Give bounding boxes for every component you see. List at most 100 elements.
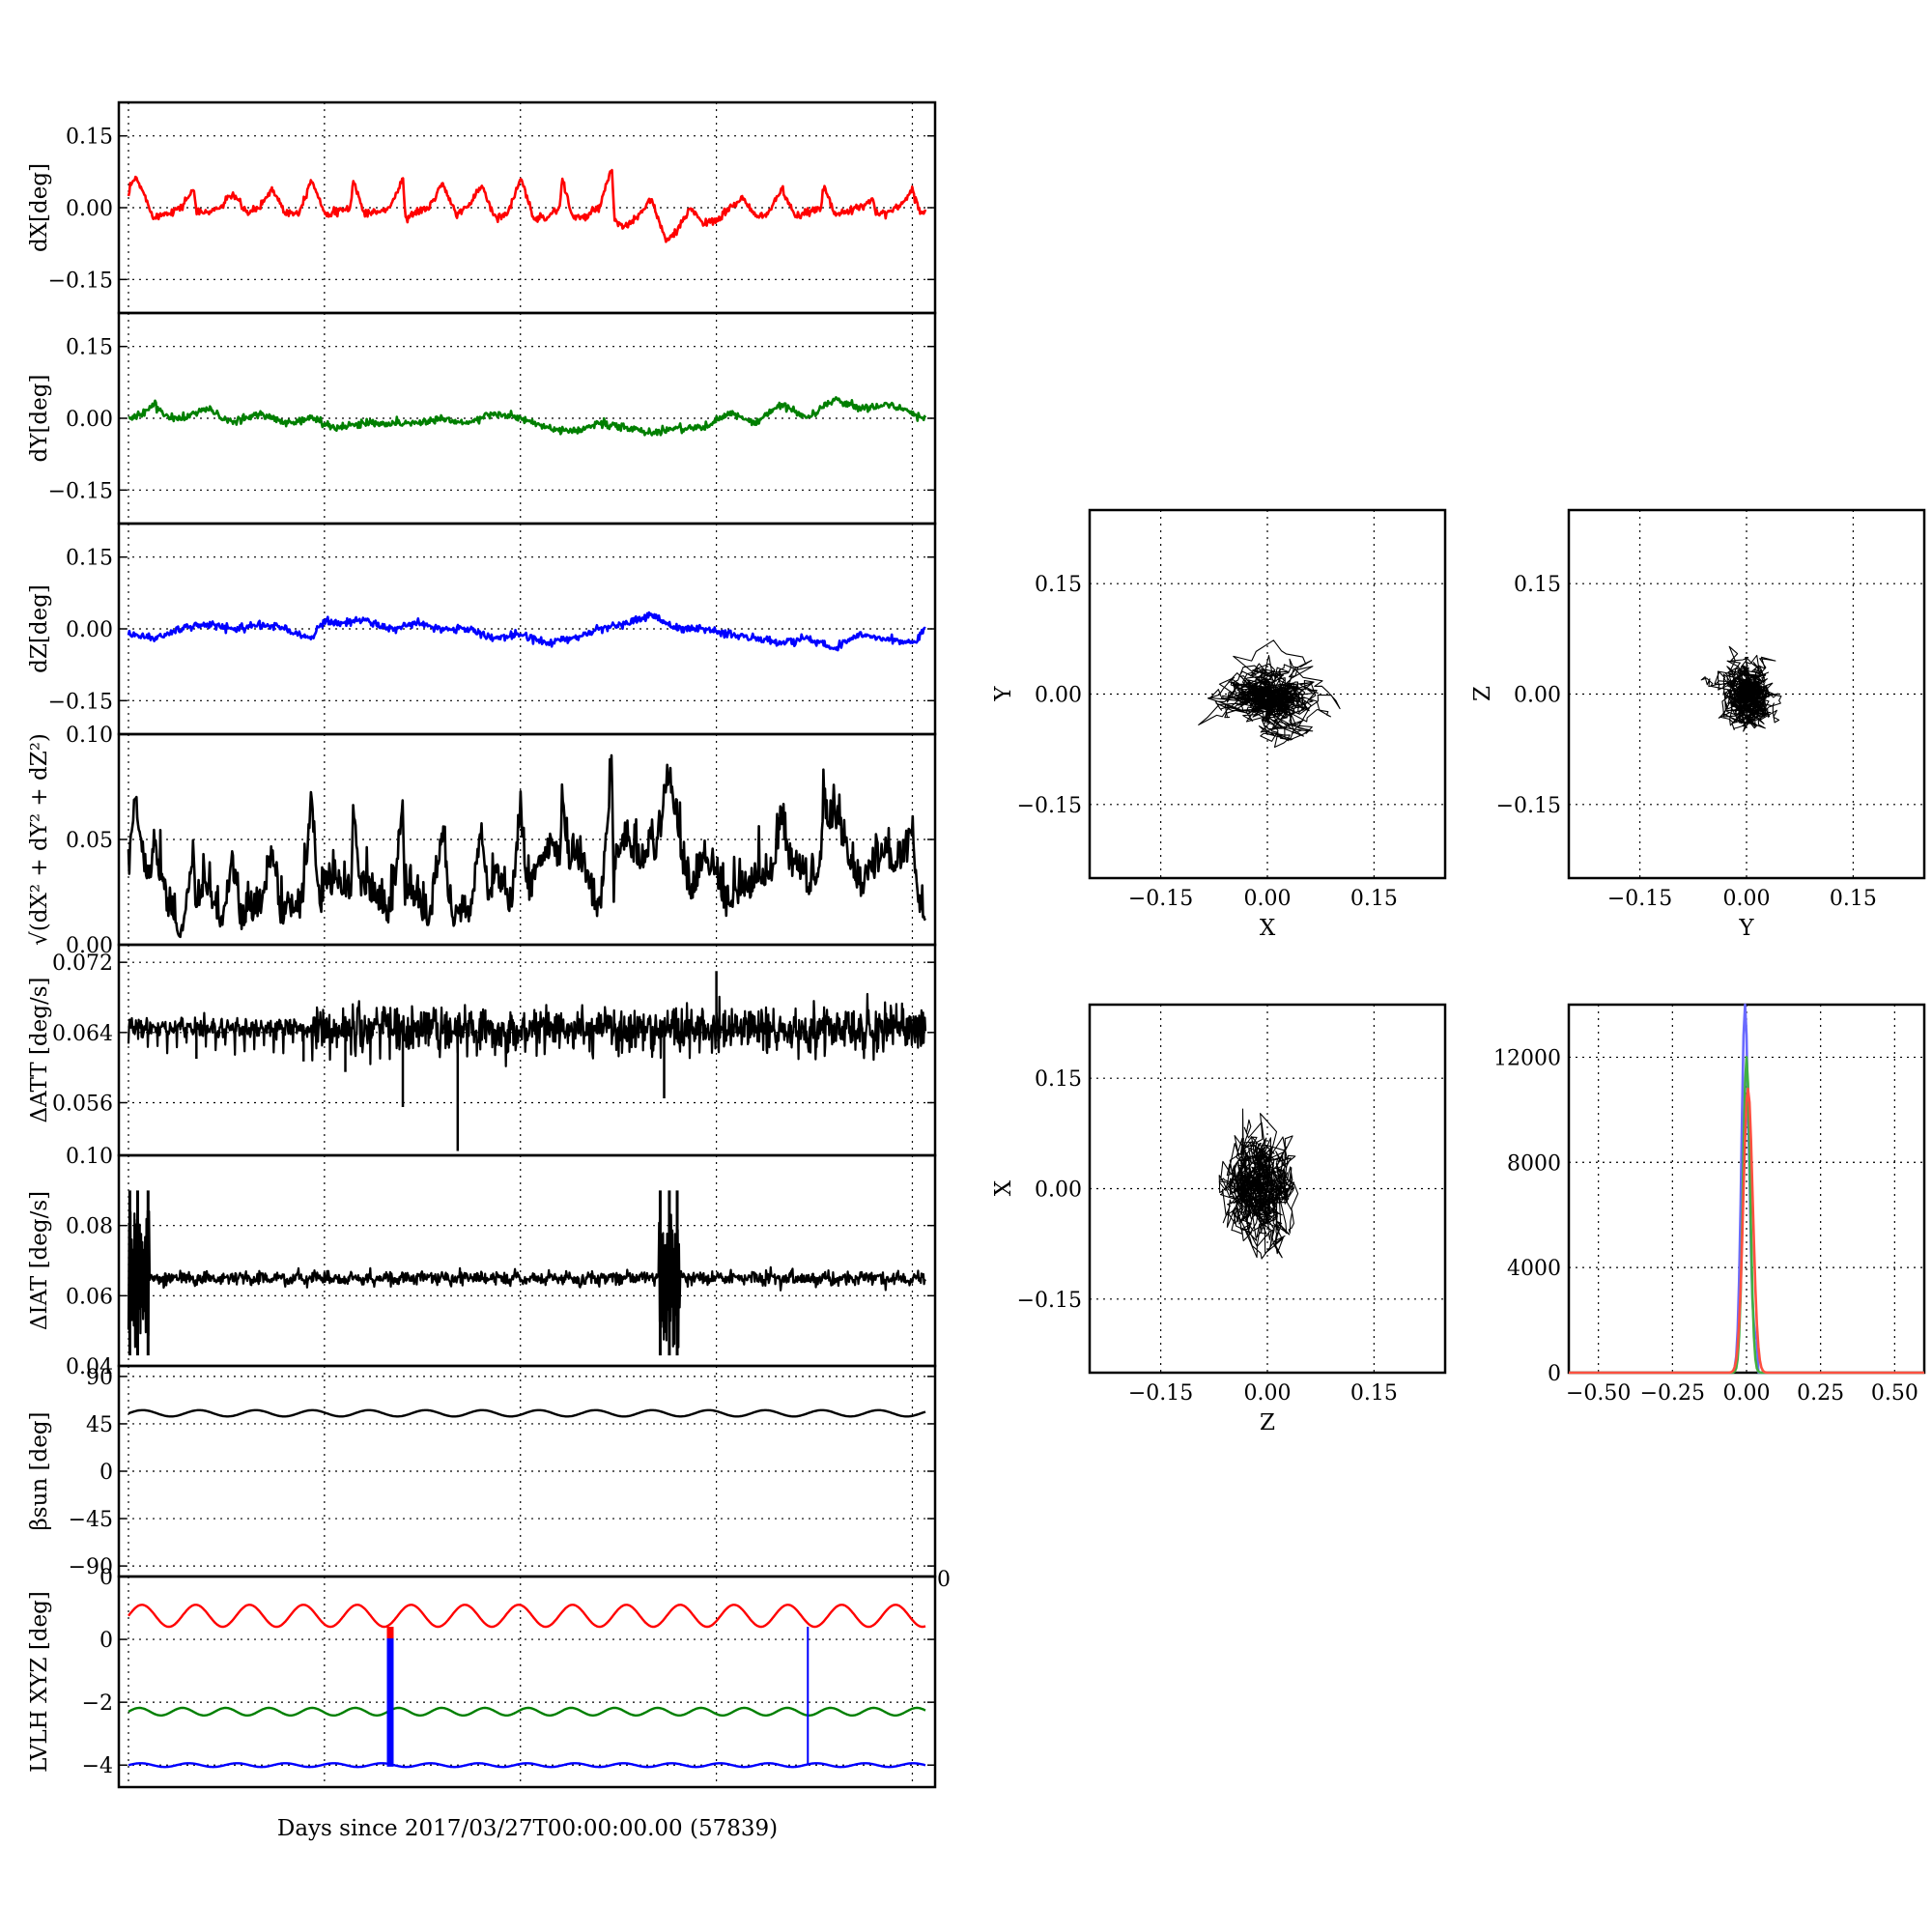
panel-datt-grid: 0.056 0.064 0.072 0.10 [52,945,935,1169]
figure-xlabel: Days since 2017/03/27T00:00:00.00 (57839… [277,1816,778,1841]
histogram-content: −0.50 −0.25 0.00 0.25 0.50 0 4000 8000 12000 [1493,1003,1924,1406]
lvlh-gap-top [386,1627,394,1639]
beta-ytick-label-2: 0 [99,1461,113,1485]
datt-ytick-label-0: 0.056 [52,1093,113,1117]
syz-ytick-label-2: 0.15 [1514,573,1561,597]
scatter-yz-xlabel: Y [1738,916,1754,941]
syz-xtick-label-1: 0.00 [1723,887,1771,911]
dy-ytick-label-1: 0.00 [66,408,113,432]
hist-ytick-label-2: 8000 [1507,1151,1561,1176]
beta-bottom-label: 0 [99,1566,113,1590]
hist-xtick-label-2: 0.00 [1723,1381,1771,1406]
scatter-xy-xlabel: X [1260,916,1276,941]
sxy-ytick-label-0: −0.15 [1017,794,1082,818]
lvlh-right-label: 0 [937,1568,951,1592]
panel-dz-ylabel: dZ[deg] [27,584,52,673]
szx-ytick-label-1: 0.00 [1035,1179,1082,1203]
scatter-yz-ylabel: Z [1470,686,1495,701]
panel-dy-grid: −0.15 0.00 0.15 [48,313,935,524]
lvlh-x-line [128,1604,926,1629]
sxy-ytick-label-2: 0.15 [1035,573,1082,597]
beta-ytick-label-4: 90 [86,1366,113,1390]
panel-diat-grid: 0.04 0.06 0.08 [66,1155,935,1379]
scatter-yz-content: −0.15 −0.15 0.00 0.00 0.15 0.15 [1496,510,1924,911]
lvlh-z-line [128,1762,926,1769]
scatter-xy: −0.15 −0.15 0.00 0.00 0.15 0.15 X Y [991,508,1447,941]
szx-ytick-label-2: 0.15 [1035,1067,1082,1092]
panel-dx: −0.15 0.00 0.15 dX[deg] [27,100,937,315]
panel-r: 0.00 0.05 0.10 √(dX² + dY² + dZ²) [27,724,937,958]
panel-diat: 0.04 0.06 0.08 ΔIAT [deg/s] [27,1153,937,1379]
sxy-xtick-label-0: −0.15 [1128,887,1193,911]
scatter-zx-ylabel: X [991,1179,1016,1196]
panel-dx-ylabel: dX[deg] [27,163,52,252]
syz-ytick-label-1: 0.00 [1514,684,1561,708]
dz-ytick-label-1: 0.00 [66,618,113,642]
syz-xtick-label-0: −0.15 [1607,887,1672,911]
beta-ytick-label-1: −45 [69,1508,113,1532]
panel-datt-ylabel: ΔATT [deg/s] [27,978,52,1123]
beta-ytick-label-0: −90 [69,1555,113,1579]
diat-ytick-label-1: 0.06 [66,1285,113,1309]
syz-ytick-label-0: −0.15 [1496,794,1561,818]
panel-r-ylabel: √(dX² + dY² + dZ²) [27,733,52,946]
datt-ytick-label-2: 0.072 [52,952,113,976]
r-ytick-label-1: 0.05 [66,829,113,853]
panel-dy: −0.15 0.00 0.15 dY[deg] [27,311,937,526]
panel-datt: 0.056 0.064 0.072 0.10 ΔATT [deg/s] [27,943,937,1169]
lvlh-ytick-label-1: −2 [82,1691,113,1716]
dx-series-line [127,168,927,243]
hist-xtick-label-4: 0.50 [1871,1381,1918,1406]
datt-series-line [127,992,927,1067]
hist-ytick-label-3: 12000 [1493,1046,1561,1070]
panel-lvlh: −4 −2 0 0 LVLH XYZ [deg] [27,1568,951,1789]
hist-xtick-label-1: −0.25 [1640,1381,1705,1406]
dy-ytick-label-0: −0.15 [48,479,113,503]
syz-xtick-label-2: 0.15 [1830,887,1877,911]
datt-ytick-label-1: 0.064 [52,1022,113,1046]
lvlh-ytick-label-0: −4 [82,1754,113,1778]
szx-trace [1218,1108,1299,1260]
hist-xtick-label-3: 0.25 [1797,1381,1844,1406]
szx-xtick-label-1: 0.00 [1244,1381,1292,1406]
panel-diat-ylabel: ΔIAT [deg/s] [27,1191,52,1330]
szx-xtick-label-0: −0.15 [1128,1381,1193,1406]
beta-series-line [128,1408,926,1418]
panel-lvlh-grid: −4 −2 0 0 [82,1568,951,1787]
diat-series-line [127,1209,926,1349]
panel-r-grid: 0.00 0.05 0.10 [66,724,935,958]
hist-ytick-label-1: 4000 [1507,1257,1561,1281]
diat-ytick-label-2: 0.08 [66,1215,113,1239]
panel-datt-frame [117,943,937,1157]
histogram: −0.50 −0.25 0.00 0.25 0.50 0 4000 8000 12000 [1493,1003,1926,1406]
r-ytick-label-2: 0.10 [66,724,113,748]
dy-ytick-label-2: 0.15 [66,336,113,360]
panel-lvlh-ylabel: LVLH XYZ [deg] [27,1591,52,1773]
r-ytick-label-0: 0.00 [66,934,113,958]
sxy-xtick-label-1: 0.00 [1244,887,1292,911]
sxy-xtick-label-2: 0.15 [1350,887,1398,911]
dz-series-line [127,611,926,652]
hist-x-curve [1569,1087,1924,1375]
panel-dy-ylabel: dY[deg] [27,375,52,463]
szx-xtick-label-2: 0.15 [1350,1381,1398,1406]
datt-bottom-label: 0.10 [66,1145,113,1169]
scatter-xy-content: −0.15 −0.15 0.00 0.00 0.15 0.15 [1017,510,1445,911]
beta-ytick-label-3: 45 [86,1413,113,1437]
syz-trace [1700,645,1782,732]
scatter-zx-content: −0.15 −0.15 0.00 0.00 0.15 0.15 [1017,1005,1445,1406]
dx-ytick-label-2: 0.15 [66,126,113,150]
scatter-xy-ylabel: Y [991,686,1016,702]
dz-ytick-label-2: 0.15 [66,547,113,571]
panel-beta: −90 −45 0 45 90 0 βsun [deg] [27,1364,937,1590]
scatter-zx: −0.15 −0.15 0.00 0.00 0.15 0.15 Z X [991,1003,1447,1435]
szx-ytick-label-0: −0.15 [1017,1289,1082,1313]
lvlh-ytick-label-2: 0 [99,1629,113,1653]
panel-beta-grid: −90 −45 0 45 90 0 [69,1366,935,1590]
scatter-zx-xlabel: Z [1260,1410,1275,1435]
hist-ytick-label-0: 0 [1548,1362,1561,1386]
diat-ytick-label-0: 0.04 [66,1355,113,1379]
sxy-trace [1198,639,1341,749]
dx-ytick-label-1: 0.00 [66,197,113,221]
